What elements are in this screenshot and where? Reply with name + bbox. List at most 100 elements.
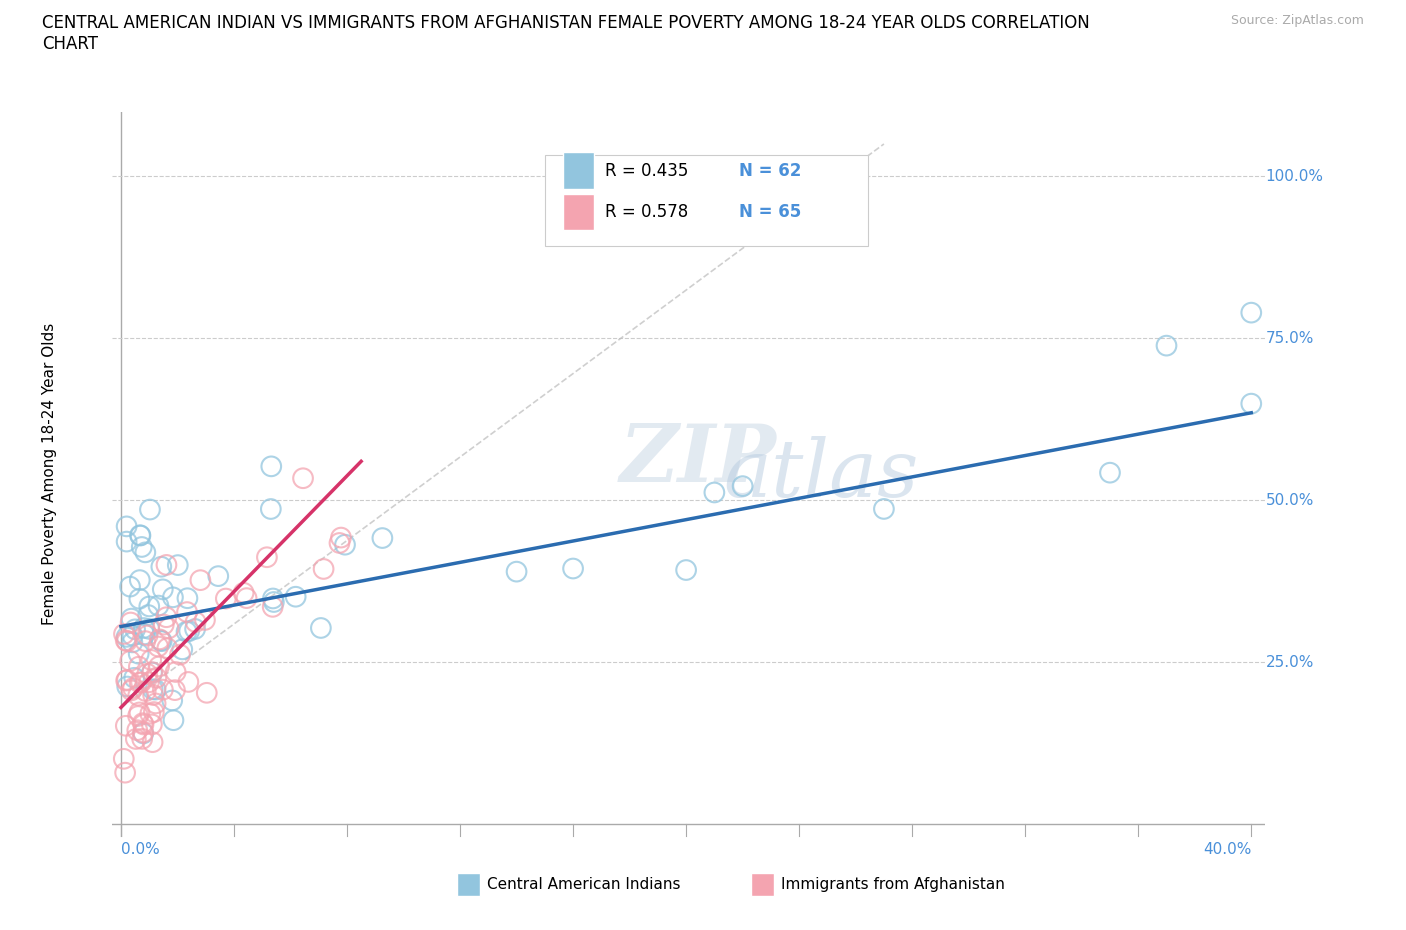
Point <box>309 620 332 635</box>
Point <box>260 501 283 516</box>
Point <box>1240 305 1263 320</box>
Point <box>138 675 160 690</box>
Point <box>312 562 335 577</box>
Point <box>260 458 283 473</box>
Point <box>128 675 150 690</box>
Point <box>731 479 754 494</box>
Point <box>132 717 155 732</box>
Point <box>132 725 155 740</box>
FancyBboxPatch shape <box>751 872 775 896</box>
Point <box>141 717 163 732</box>
Text: 50.0%: 50.0% <box>1265 493 1313 508</box>
Text: Central American Indians: Central American Indians <box>488 877 681 892</box>
Text: 100.0%: 100.0% <box>1265 169 1323 184</box>
Point <box>112 627 135 642</box>
Point <box>121 628 143 643</box>
Point <box>128 646 150 661</box>
Point <box>149 632 172 647</box>
Point <box>150 633 173 648</box>
Text: Immigrants from Afghanistan: Immigrants from Afghanistan <box>782 877 1005 892</box>
Point <box>176 624 198 639</box>
Point <box>114 633 136 648</box>
Point <box>284 590 307 604</box>
Point <box>138 621 160 636</box>
Point <box>150 559 173 574</box>
Text: ZIP: ZIP <box>620 421 776 498</box>
Point <box>165 665 187 680</box>
Point <box>703 169 725 184</box>
Point <box>131 539 153 554</box>
Point <box>157 621 180 636</box>
Point <box>152 683 174 698</box>
Point <box>127 688 149 703</box>
Text: Source: ZipAtlas.com: Source: ZipAtlas.com <box>1230 14 1364 27</box>
Point <box>148 659 170 674</box>
Point <box>131 731 153 746</box>
Point <box>166 558 188 573</box>
Point <box>333 538 356 552</box>
Point <box>195 685 218 700</box>
Point <box>215 591 238 606</box>
Point <box>127 723 149 737</box>
Point <box>562 561 585 576</box>
Point <box>135 684 157 698</box>
Point <box>115 672 138 687</box>
Point <box>122 681 145 696</box>
Point <box>129 528 152 543</box>
Point <box>152 582 174 597</box>
Point <box>139 502 162 517</box>
Point <box>145 696 167 711</box>
FancyBboxPatch shape <box>546 155 868 246</box>
Point <box>256 550 278 565</box>
Point <box>162 590 184 604</box>
Point <box>207 568 229 583</box>
Point <box>141 665 163 680</box>
Point <box>115 679 138 694</box>
Point <box>190 573 212 588</box>
Point <box>169 647 191 662</box>
Point <box>120 615 142 630</box>
Point <box>184 615 207 630</box>
Point <box>155 610 177 625</box>
Text: R = 0.435: R = 0.435 <box>605 162 688 179</box>
Point <box>371 531 394 546</box>
Text: 0.0%: 0.0% <box>121 843 160 857</box>
Point <box>132 726 155 741</box>
Point <box>179 624 201 639</box>
Point <box>134 545 156 560</box>
Point <box>263 594 285 609</box>
Text: 40.0%: 40.0% <box>1204 843 1251 857</box>
Point <box>128 573 150 588</box>
FancyBboxPatch shape <box>564 194 595 231</box>
Point <box>142 735 165 750</box>
Point <box>115 718 138 733</box>
Text: Female Poverty Among 18-24 Year Olds: Female Poverty Among 18-24 Year Olds <box>42 324 56 626</box>
Point <box>122 671 145 685</box>
Point <box>142 705 165 720</box>
Point <box>124 622 146 637</box>
Point <box>145 682 167 697</box>
Point <box>128 659 150 674</box>
Point <box>155 557 177 572</box>
Point <box>121 635 143 650</box>
Point <box>194 613 217 628</box>
Point <box>1098 465 1121 480</box>
Text: R = 0.578: R = 0.578 <box>605 204 688 221</box>
Point <box>328 536 350 551</box>
Point <box>1156 339 1178 353</box>
Point <box>330 530 353 545</box>
Point <box>149 633 172 648</box>
Point <box>142 682 165 697</box>
Point <box>121 683 143 698</box>
Point <box>146 639 169 654</box>
Point <box>292 471 315 485</box>
Point <box>235 591 257 605</box>
Point <box>112 751 135 766</box>
Point <box>115 630 138 644</box>
Point <box>703 485 725 500</box>
Point <box>128 705 150 720</box>
Text: CENTRAL AMERICAN INDIAN VS IMMIGRANTS FROM AFGHANISTAN FEMALE POVERTY AMONG 18-2: CENTRAL AMERICAN INDIAN VS IMMIGRANTS FR… <box>42 14 1090 53</box>
Text: atlas: atlas <box>724 435 920 513</box>
Text: N = 65: N = 65 <box>738 204 801 221</box>
Point <box>134 627 156 642</box>
